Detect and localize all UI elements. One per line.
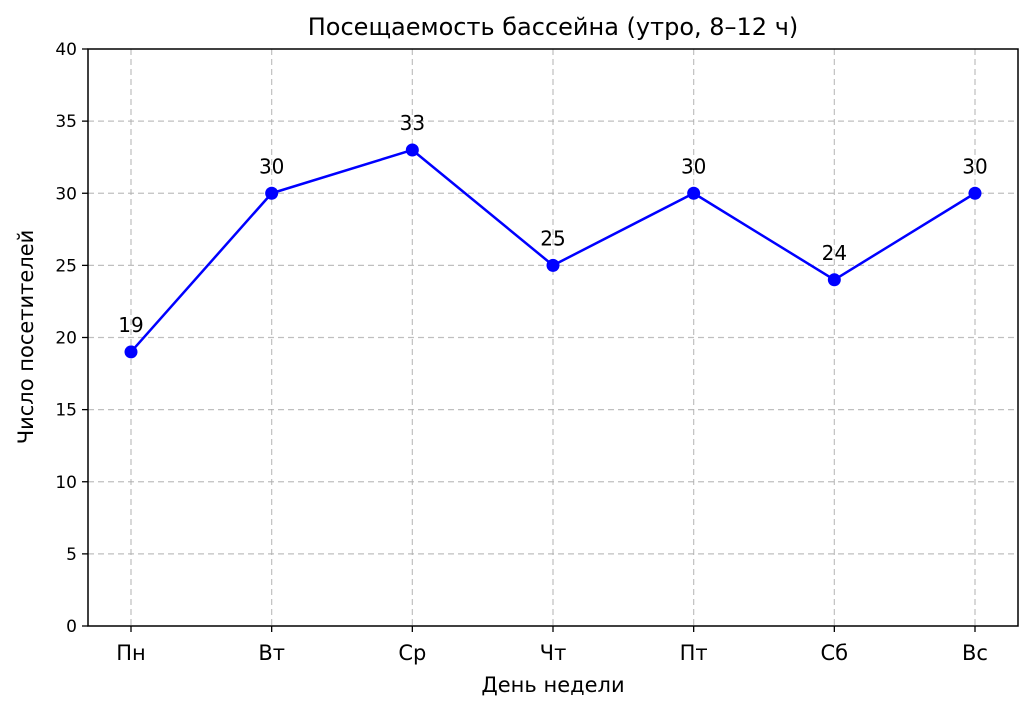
y-tick-label: 15 — [55, 401, 77, 421]
data-label: 25 — [540, 226, 565, 250]
grid-lines — [88, 49, 1018, 626]
data-label: 24 — [822, 241, 847, 265]
y-tick-label: 40 — [55, 40, 77, 60]
y-tick-label: 30 — [55, 184, 77, 204]
x-tick-label: Пн — [116, 641, 146, 665]
data-labels: 19 30 33 25 30 24 30 — [118, 111, 987, 337]
x-tick-label: Вт — [258, 641, 285, 665]
data-point — [827, 273, 841, 287]
x-tick-label: Чт — [540, 641, 567, 665]
data-label: 30 — [259, 154, 284, 178]
data-series — [124, 143, 982, 359]
data-label: 33 — [400, 111, 425, 135]
data-point — [124, 345, 138, 359]
data-label: 19 — [118, 313, 143, 337]
x-tick-label: Вс — [962, 641, 988, 665]
data-label: 30 — [681, 154, 706, 178]
data-point — [405, 143, 419, 157]
data-point — [546, 258, 560, 272]
x-axis-label: День недели — [481, 673, 624, 697]
data-point — [265, 186, 279, 200]
y-tick-label: 35 — [55, 112, 77, 132]
x-tick-label: Ср — [398, 641, 426, 665]
x-tick-label: Сб — [821, 641, 849, 665]
y-axis-label: Число посетителей — [14, 230, 38, 445]
x-tick-label: Пт — [680, 641, 708, 665]
data-point — [687, 186, 701, 200]
axis-ticks: 0 5 10 15 20 25 30 35 40 Пн Вт Ср Чт Пт Сб Вс — [55, 40, 988, 665]
y-tick-label: 20 — [55, 329, 77, 349]
data-point — [968, 186, 982, 200]
chart-title: Посещаемость бассейна (утро, 8–12 ч) — [308, 13, 799, 41]
y-tick-label: 10 — [55, 473, 77, 493]
data-label: 30 — [962, 154, 987, 178]
y-tick-label: 25 — [55, 256, 77, 276]
plot-frame — [87, 48, 1019, 627]
y-tick-label: 0 — [66, 617, 77, 637]
y-tick-label: 5 — [66, 545, 77, 565]
